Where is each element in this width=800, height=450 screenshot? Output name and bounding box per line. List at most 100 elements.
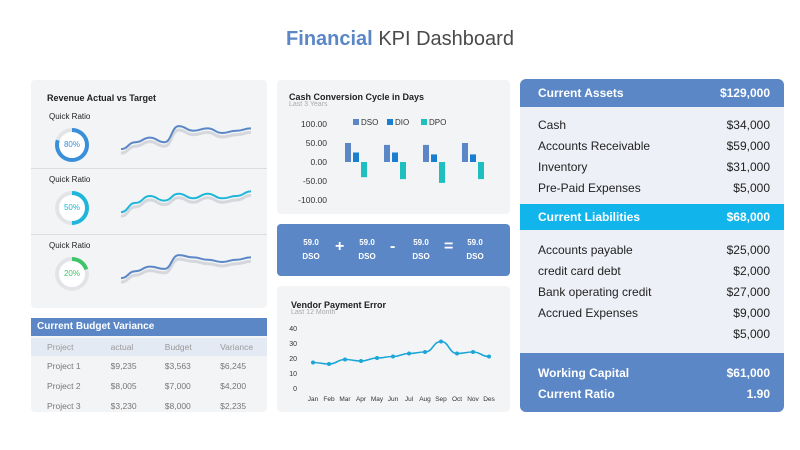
vendor-title: Vendor Payment Error xyxy=(291,300,387,310)
item-value: $31,000 xyxy=(726,160,770,174)
x-tick-label: Feb xyxy=(323,396,335,403)
data-point xyxy=(471,350,475,354)
list-item: Accounts Receivable $59,000 xyxy=(520,136,784,157)
cash-title: Cash Conversion Cycle in Days xyxy=(289,92,425,102)
legend-swatch xyxy=(353,119,359,125)
cell: Project 1 xyxy=(47,361,81,371)
bar xyxy=(478,162,484,180)
dso-label: DSO xyxy=(412,252,430,261)
cell: $3,563 xyxy=(164,361,191,371)
item-value: $9,000 xyxy=(733,306,770,320)
y-tick-label: 0 xyxy=(293,386,297,393)
dso-label: DSO xyxy=(466,252,484,261)
budget-table: Project actual Budget Variance Project 1… xyxy=(31,338,267,416)
title-rest: KPI Dashboard xyxy=(378,28,514,50)
data-point xyxy=(375,356,379,360)
dso-formula-band: 59.0 DSO + 59.0 DSO - 59.0 DSO = 59.0 DSO xyxy=(277,224,510,276)
cell: Project 3 xyxy=(47,401,81,411)
quick-ratio-label: Quick Ratio xyxy=(49,112,91,121)
revenue-row-1: Quick Ratio 80% xyxy=(31,106,267,172)
current-assets-label: Current Assets xyxy=(538,86,624,100)
item-label: Inventory xyxy=(538,160,588,174)
y-tick-label: 40 xyxy=(289,326,297,333)
x-tick-label: May xyxy=(371,396,384,403)
revenue-title: Revenue Actual vs Target xyxy=(47,93,157,103)
balance-panel: Current Assets $129,000 Cash $34,000 Acco… xyxy=(520,79,784,412)
sparkline-1 xyxy=(120,125,252,155)
working-capital-label: Working Capital xyxy=(538,366,630,380)
current-assets-value: $129,000 xyxy=(719,86,770,100)
y-tick-label: 100.00 xyxy=(301,119,327,129)
y-tick-label: 50.00 xyxy=(306,138,328,148)
col-variance: Variance xyxy=(204,338,267,356)
table-row: Project 2 $8,005 $7,000 $4,200 xyxy=(31,376,267,396)
item-value: $5,000 xyxy=(733,181,770,195)
quick-ratio-label: Quick Ratio xyxy=(49,241,91,250)
cell: $8,000 xyxy=(164,401,191,411)
item-label: Bank operating credit xyxy=(538,285,652,299)
dso-item-2: 59.0 DSO xyxy=(347,236,387,264)
gauge-arc xyxy=(55,257,89,291)
x-tick-label: Sep xyxy=(435,396,447,403)
cell: $3,230 xyxy=(110,401,137,411)
item-value: $5,000 xyxy=(733,327,770,341)
data-point xyxy=(455,351,459,356)
item-label: Accounts payable xyxy=(538,243,633,257)
legend-label: DPO xyxy=(429,118,446,127)
data-point xyxy=(407,351,411,356)
list-item: Accrued Expenses $9,000 xyxy=(520,303,784,324)
bar xyxy=(400,162,406,180)
plus-operator: + xyxy=(335,238,345,255)
data-point xyxy=(359,359,363,363)
cell: $8,005 xyxy=(110,381,137,391)
dso-value: 59.0 xyxy=(303,238,319,247)
gauge-bg xyxy=(55,191,89,225)
data-point xyxy=(327,362,331,366)
cell: $9,235 xyxy=(110,361,137,371)
current-liabilities-label: Current Liabilities xyxy=(538,210,641,224)
item-value: $59,000 xyxy=(726,139,770,153)
table-row: Project 1 $9,235 $3,563 $6,245 xyxy=(31,356,267,376)
bar xyxy=(361,162,367,178)
bar xyxy=(423,144,429,162)
gauge-arc xyxy=(55,191,89,225)
list-item: credit card debt $2,000 xyxy=(520,261,784,282)
bar xyxy=(384,144,390,162)
gauge-1-text: 80% xyxy=(63,140,80,149)
bar xyxy=(353,152,359,162)
gauge-arc xyxy=(55,128,89,162)
y-tick-label: -100.00 xyxy=(298,195,327,205)
dso-item-3: 59.0 DSO xyxy=(401,236,441,264)
item-value: $34,000 xyxy=(726,118,770,132)
bar xyxy=(345,143,351,162)
col-project: Project xyxy=(31,338,95,356)
item-value: $27,000 xyxy=(726,285,770,299)
gauge-3 xyxy=(55,257,89,291)
cell: $2,235 xyxy=(220,401,247,411)
list-item: Pre-Paid Expenses $5,000 xyxy=(520,178,784,199)
legend-swatch xyxy=(421,119,427,125)
item-label: Cash xyxy=(538,118,567,132)
vendor-subtitle: Last 12 Month xyxy=(291,309,336,316)
cash-conversion-card: Cash Conversion Cycle in Days Last 3 Yea… xyxy=(277,80,510,214)
budget-title: Current Budget Variance xyxy=(31,318,267,336)
bar xyxy=(470,154,476,162)
sparkline-line xyxy=(120,190,252,214)
gauge-2 xyxy=(55,191,89,225)
x-tick-label: Oct xyxy=(452,396,462,403)
cash-subtitle: Last 3 Years xyxy=(289,101,328,108)
y-tick-label: 0.00 xyxy=(310,157,327,167)
series-line xyxy=(312,340,490,365)
item-label: Accrued Expenses xyxy=(538,306,639,320)
data-point xyxy=(487,354,491,359)
y-tick-label: 10 xyxy=(289,371,297,378)
bar xyxy=(431,154,437,162)
item-label: Accounts Receivable xyxy=(538,139,651,153)
data-point xyxy=(343,357,347,362)
list-item: $5,000 xyxy=(520,324,784,345)
list-item: Cash $34,000 xyxy=(520,115,784,136)
equals-operator: = xyxy=(444,238,454,255)
data-point xyxy=(439,339,443,344)
vendor-payment-card: Vendor Payment Error Last 12 Month 40 30 2… xyxy=(277,286,510,412)
data-point xyxy=(423,350,427,354)
